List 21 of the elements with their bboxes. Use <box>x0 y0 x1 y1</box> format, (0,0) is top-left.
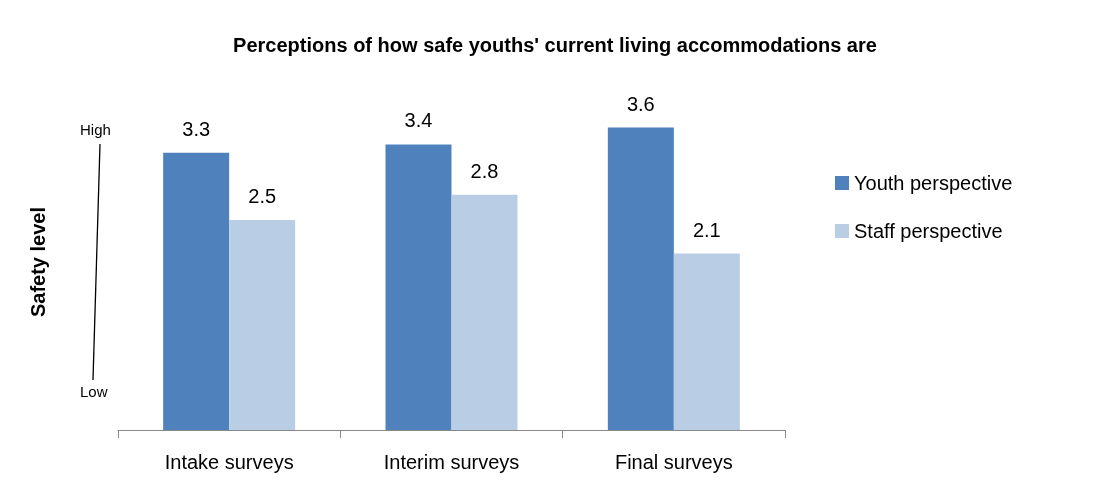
x-tick-label: Final surveys <box>614 451 733 473</box>
bar <box>607 127 674 430</box>
bar <box>673 253 740 430</box>
legend-label: Youth perspective <box>854 172 1013 194</box>
x-tick-label: Interim surveys <box>383 451 520 473</box>
legend-label: Staff perspective <box>854 220 1003 242</box>
data-label: 2.8 <box>470 159 499 182</box>
data-label: 3.3 <box>182 117 211 140</box>
text: High <box>80 121 111 138</box>
data-label: 3.6 <box>626 92 655 115</box>
bar <box>451 194 518 430</box>
data-label: 2.1 <box>692 218 721 241</box>
y-axis-title: Safety level <box>27 206 49 318</box>
bar <box>385 144 452 430</box>
x-tick-label: Intake surveys <box>164 451 294 473</box>
bar <box>163 152 230 430</box>
chart-title: Perceptions of how safe youths' current living accommodations are <box>233 34 877 56</box>
data-label: 2.5 <box>248 185 277 207</box>
data-label: 3.4 <box>404 109 433 132</box>
bar <box>229 220 296 430</box>
text: Low <box>80 383 108 400</box>
